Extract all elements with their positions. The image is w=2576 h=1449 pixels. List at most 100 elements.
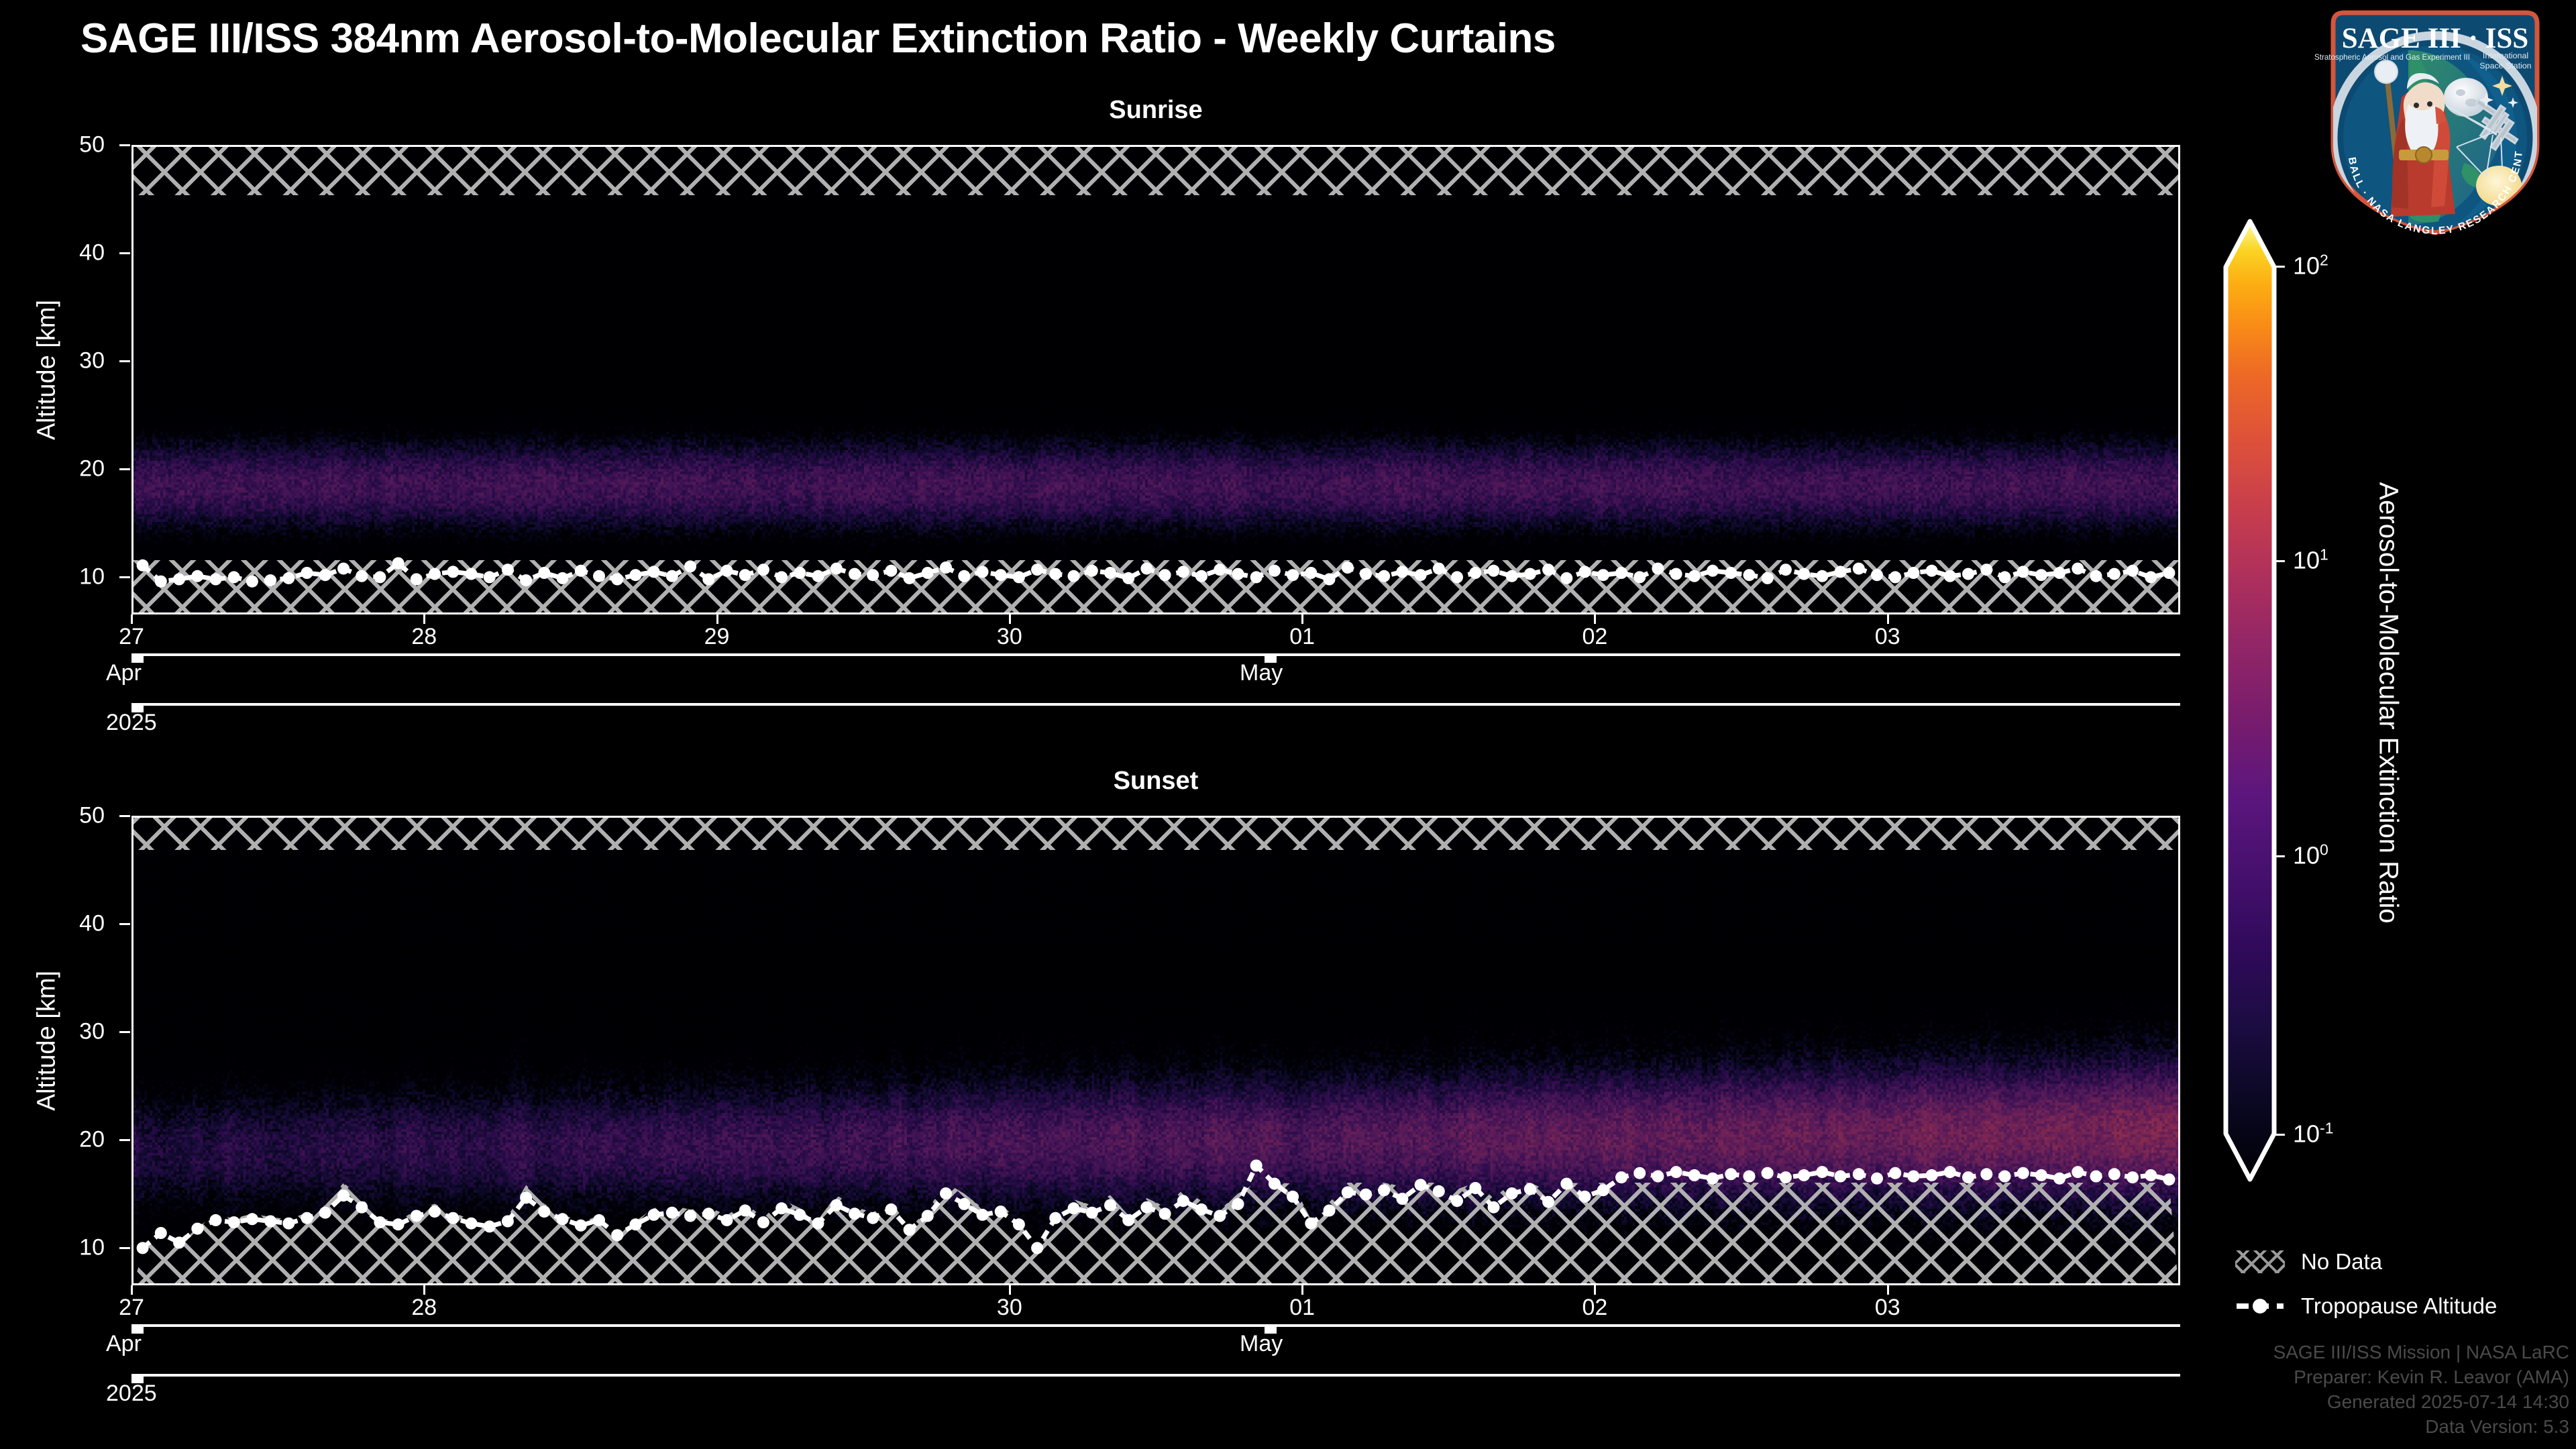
tropopause-marker <box>1725 1168 1737 1181</box>
tropopause-marker <box>574 564 587 577</box>
y-tick-label-50: 50 <box>79 131 105 158</box>
tropopause-marker <box>1414 569 1427 582</box>
tropopause-marker <box>1451 571 1463 584</box>
tropopause-marker <box>465 1217 478 1230</box>
tropopause-marker <box>1542 1195 1555 1208</box>
tropopause-marker <box>1889 571 1902 584</box>
tropopause-marker <box>2053 1172 2066 1185</box>
plot-area-sunrise[interactable] <box>131 145 2180 614</box>
tropopause-marker <box>1505 1187 1518 1199</box>
tropopause-marker <box>520 574 533 587</box>
tropopause-marker <box>1943 570 1956 582</box>
tropopause-marker <box>191 1222 204 1235</box>
tropopause-marker <box>1214 1210 1226 1222</box>
y-tick-mark-40 <box>119 252 130 254</box>
year-rule-cap-sunset <box>131 1374 144 1383</box>
tropopause-marker <box>1469 567 1482 579</box>
tropopause-marker <box>246 575 258 588</box>
month-rule-cap-sunset-start <box>131 1324 144 1334</box>
tropopause-marker <box>812 570 824 582</box>
tropopause-marker <box>921 1210 934 1222</box>
tropopause-marker <box>1670 568 1682 580</box>
tropopause-marker <box>1688 570 1701 582</box>
tropopause-marker <box>2163 1173 2176 1186</box>
tropopause-marker <box>1159 1208 1171 1220</box>
tropopause-marker <box>2163 567 2176 579</box>
tropopause-marker <box>2090 570 2102 582</box>
colorbar-tick-2 <box>2274 560 2285 562</box>
tropopause-marker <box>2035 1169 2047 1181</box>
tropopause-marker <box>209 573 222 586</box>
tropopause-marker <box>1597 1184 1609 1197</box>
tropopause-marker <box>2035 569 2047 582</box>
tropopause-marker <box>1852 1168 1865 1181</box>
logo-subtitle-right-1: International <box>2483 51 2528 60</box>
tropopause-marker <box>447 566 460 578</box>
tropopause-marker <box>1012 571 1025 584</box>
tropopause-marker <box>757 1216 769 1229</box>
colorbar[interactable]: 102 101 100 10-1 Aerosol-to-Molecular Ex… <box>2207 195 2404 1201</box>
tropopause-marker <box>1214 564 1226 576</box>
tropopause-marker <box>1360 568 1372 580</box>
month-rule-sunrise <box>131 653 2180 656</box>
tropopause-marker <box>1378 570 1391 582</box>
tropopause-marker <box>1177 1195 1189 1208</box>
tropopause-marker <box>775 1202 788 1215</box>
tropopause-marker <box>1670 1166 1682 1179</box>
tropopause-marker <box>1779 564 1792 576</box>
tropopause-marker <box>1980 1168 1993 1181</box>
footer-line-mission: SAGE III/ISS Mission | NASA LaRC <box>2273 1342 2569 1363</box>
tropopause-marker <box>976 566 989 578</box>
x-tick-mark-02 <box>1594 614 1597 624</box>
tropopause-marker <box>1085 1206 1098 1219</box>
tropopause-marker <box>392 557 405 570</box>
heatmap-sunrise <box>133 147 2178 612</box>
x-tick-mark-03 <box>1886 1285 1889 1295</box>
tropopause-marker <box>1998 571 2011 584</box>
tropopause-marker <box>2127 564 2139 577</box>
tropopause-marker <box>849 568 861 580</box>
tropopause-marker <box>1341 1186 1354 1199</box>
plot-area-sunset[interactable] <box>131 816 2180 1285</box>
tropopause-marker <box>1834 1170 1847 1183</box>
colorbar-axis-label: Aerosol-to-Molecular Extinction Ratio <box>2373 482 2404 924</box>
tropopause-marker <box>538 1205 551 1218</box>
tropopause-marker <box>556 1213 569 1226</box>
x-tick-mark-27 <box>131 614 133 624</box>
tropopause-marker <box>1268 564 1281 577</box>
tropopause-marker <box>447 1212 460 1224</box>
y-tick-label-30: 30 <box>79 1018 105 1044</box>
tropopause-marker <box>885 1203 898 1216</box>
tropopause-marker <box>556 572 569 584</box>
tropopause-marker <box>2053 567 2066 579</box>
tropopause-marker <box>1323 573 1336 586</box>
legend-item-tropopause[interactable]: Tropopause Altitude <box>2235 1293 2497 1319</box>
tropopause-marker <box>337 1189 350 1202</box>
x-tick-mark-28 <box>423 1285 426 1295</box>
tropopause-marker <box>1396 566 1409 578</box>
x-tick-mark-01 <box>1301 614 1304 624</box>
tropopause-marker <box>849 1208 861 1220</box>
tropopause-marker <box>830 1199 843 1212</box>
y-tick-label-20: 20 <box>79 455 105 482</box>
y-tick-label-50: 50 <box>79 802 105 828</box>
tropopause-marker <box>429 1205 441 1218</box>
legend-item-no-data[interactable]: No Data <box>2235 1249 2382 1275</box>
tropopause-marker <box>1287 569 1299 582</box>
tropopause-marker <box>374 571 386 584</box>
tropopause-marker <box>1323 1204 1336 1217</box>
tropopause-marker <box>410 573 423 586</box>
tropopause-marker <box>319 569 331 582</box>
x-tick-label-27: 27 <box>119 624 144 649</box>
tropopause-path <box>143 1166 2169 1248</box>
tropopause-marker <box>1816 1166 1829 1179</box>
tropopause-marker <box>1707 564 1719 577</box>
tropopause-marker <box>684 560 696 573</box>
x-tick-label-28: 28 <box>411 624 437 649</box>
tropopause-marker <box>994 1205 1007 1218</box>
tropopause-marker <box>1798 1169 1811 1181</box>
tropopause-marker <box>1487 564 1500 577</box>
tropopause-marker <box>1305 1217 1318 1230</box>
tropopause-marker <box>465 568 478 580</box>
tropopause-marker <box>958 1197 971 1210</box>
